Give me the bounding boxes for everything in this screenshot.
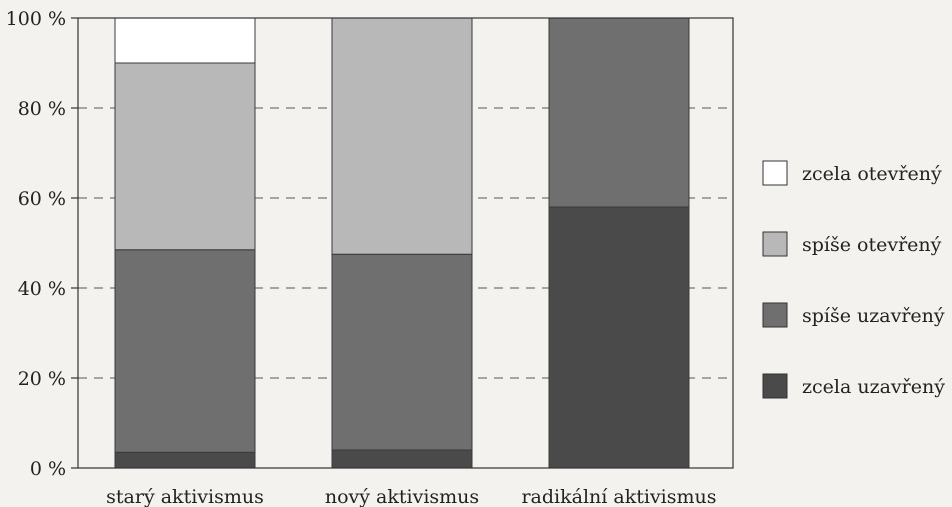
y-tick-label: 80 % (18, 98, 66, 120)
legend-label: spíše uzavřený (802, 305, 945, 327)
legend-label: zcela otevřený (802, 163, 942, 185)
y-tick-label: 100 % (6, 8, 66, 30)
x-axis-labels: starý aktivismus nový aktivismus radikální… (106, 486, 716, 507)
bar-segment (114, 17, 256, 64)
bars (114, 17, 690, 469)
bar-segment (548, 206, 690, 469)
y-axis-ticks: 0 % 20 % 40 % 60 % 80 % 100 % (6, 8, 78, 480)
bar-segment (114, 62, 256, 251)
category-label: nový aktivismus (325, 486, 479, 507)
bar-segment (331, 253, 473, 451)
legend-label: zcela uzavřený (802, 376, 945, 398)
legend-item: zcela otevřený (762, 160, 942, 186)
y-tick-label: 20 % (18, 368, 66, 390)
axes (77, 17, 734, 469)
y-tick-label: 60 % (18, 188, 66, 210)
plot-frame (77, 17, 734, 469)
y-tick-label: 0 % (30, 458, 66, 480)
legend-label: spíše otevřený (802, 234, 942, 256)
bar-segment (114, 451, 256, 469)
legend-swatch (762, 302, 788, 328)
bar-segment (331, 449, 473, 469)
legend-swatch (762, 160, 788, 186)
legend-item: spíše uzavřený (762, 302, 945, 328)
legend-swatch (762, 231, 788, 257)
category-label: radikální aktivismus (521, 486, 716, 507)
bar-segment (331, 17, 473, 255)
bar-segment (114, 249, 256, 453)
bar-stack (331, 17, 473, 469)
legend: zcela otevřený spíše otevřený spíše uzavře… (762, 160, 945, 399)
category-label: starý aktivismus (106, 486, 264, 507)
bar-stack (114, 17, 256, 469)
legend-swatch (762, 373, 788, 399)
bar-segment (548, 17, 690, 208)
legend-item: zcela uzavřený (762, 373, 945, 399)
bar-stack (548, 17, 690, 469)
legend-item: spíše otevřený (762, 231, 942, 257)
y-tick-label: 40 % (18, 278, 66, 300)
